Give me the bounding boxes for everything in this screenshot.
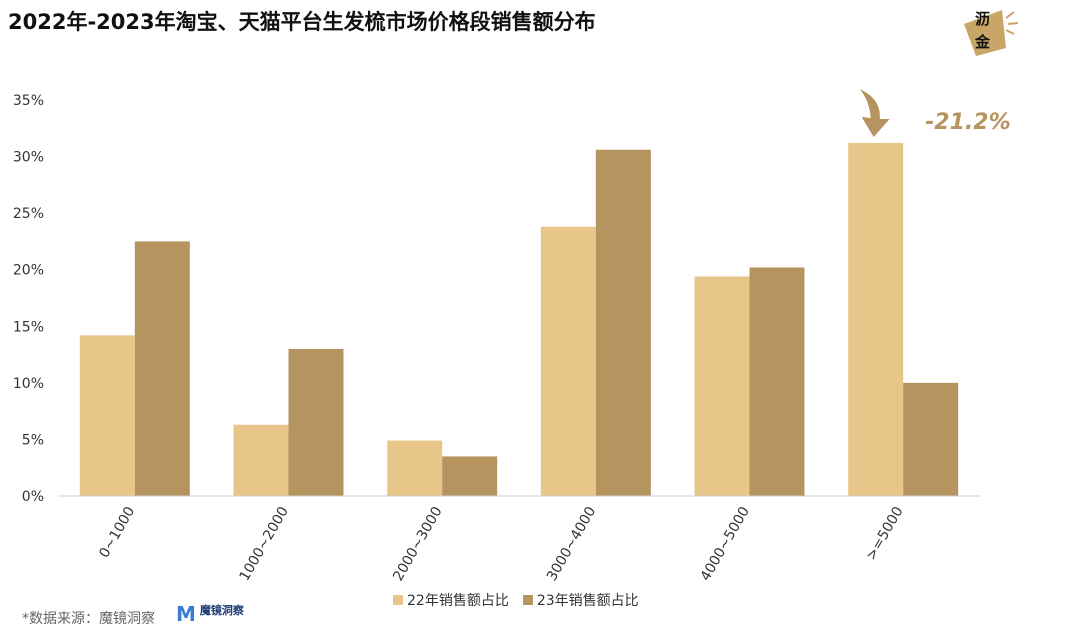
y-tick-label: 0% — [22, 489, 44, 505]
y-tick-label: 15% — [13, 319, 44, 335]
source-logo-name: 魔镜洞察 — [199, 604, 244, 617]
x-tick-label: 4000~5000 — [698, 504, 753, 584]
y-axis: 0% 5% 10% 15% 20% 25% 30% 35% — [13, 93, 44, 505]
bar-23-5 — [903, 382, 959, 496]
y-tick-label: 25% — [13, 206, 44, 222]
data-source: *数据来源：魔镜洞察 — [22, 611, 155, 627]
bar-23-4 — [749, 267, 805, 496]
bar-22-4 — [694, 276, 750, 496]
down-arrow-icon — [859, 88, 890, 137]
chart-title: 2022年-2023年淘宝、天猫平台生发梳市场价格段销售额分布 — [8, 10, 596, 34]
bar-22-3 — [540, 226, 596, 496]
y-tick-label: 10% — [13, 376, 44, 392]
x-tick-label: 0~1000 — [96, 504, 138, 561]
legend-label-23: 23年销售额占比 — [536, 593, 639, 609]
bar-23-1 — [288, 348, 344, 496]
legend-swatch-23 — [522, 595, 533, 605]
bar-23-2 — [442, 456, 498, 496]
bar-22-2 — [387, 440, 443, 496]
legend-swatch-22 — [393, 595, 403, 605]
legend-label-22: 22年销售额占比 — [407, 593, 509, 609]
x-tick-label: 2000~3000 — [390, 504, 445, 584]
bars — [79, 142, 959, 497]
brand-logo: 沥 金 — [962, 4, 1020, 62]
legend-item-23: 23年销售额占比 — [522, 590, 639, 610]
bar-22-0 — [79, 335, 135, 496]
y-tick-label: 35% — [13, 93, 44, 109]
legend-item-22: 22年销售额占比 — [393, 590, 509, 610]
x-axis: 0~1000 1000~2000 2000~3000 3000~4000 4000~50… — [58, 495, 980, 584]
annotation: -21.2% — [859, 88, 1011, 137]
y-tick-label: 5% — [22, 432, 44, 448]
x-tick-label: 1000~2000 — [237, 504, 292, 584]
y-tick-label: 30% — [13, 150, 44, 166]
x-tick-label: >=5000 — [863, 504, 906, 563]
bar-23-3 — [595, 149, 651, 497]
bar-22-5 — [848, 142, 904, 496]
source-logo: M 魔镜洞察 — [176, 604, 244, 624]
change-annotation: -21.2% — [925, 110, 1010, 135]
svg-text:金: 金 — [974, 33, 991, 51]
bar-22-1 — [233, 424, 289, 496]
source-logo-tagline — [200, 617, 244, 623]
x-tick-label: 3000~4000 — [544, 504, 599, 584]
legend: 22年销售额占比 23年销售额占比 — [393, 590, 639, 610]
bar-23-0 — [134, 241, 190, 496]
y-tick-label: 20% — [13, 263, 44, 279]
svg-text:沥: 沥 — [975, 10, 990, 28]
source-logo-mark: M — [176, 602, 196, 626]
